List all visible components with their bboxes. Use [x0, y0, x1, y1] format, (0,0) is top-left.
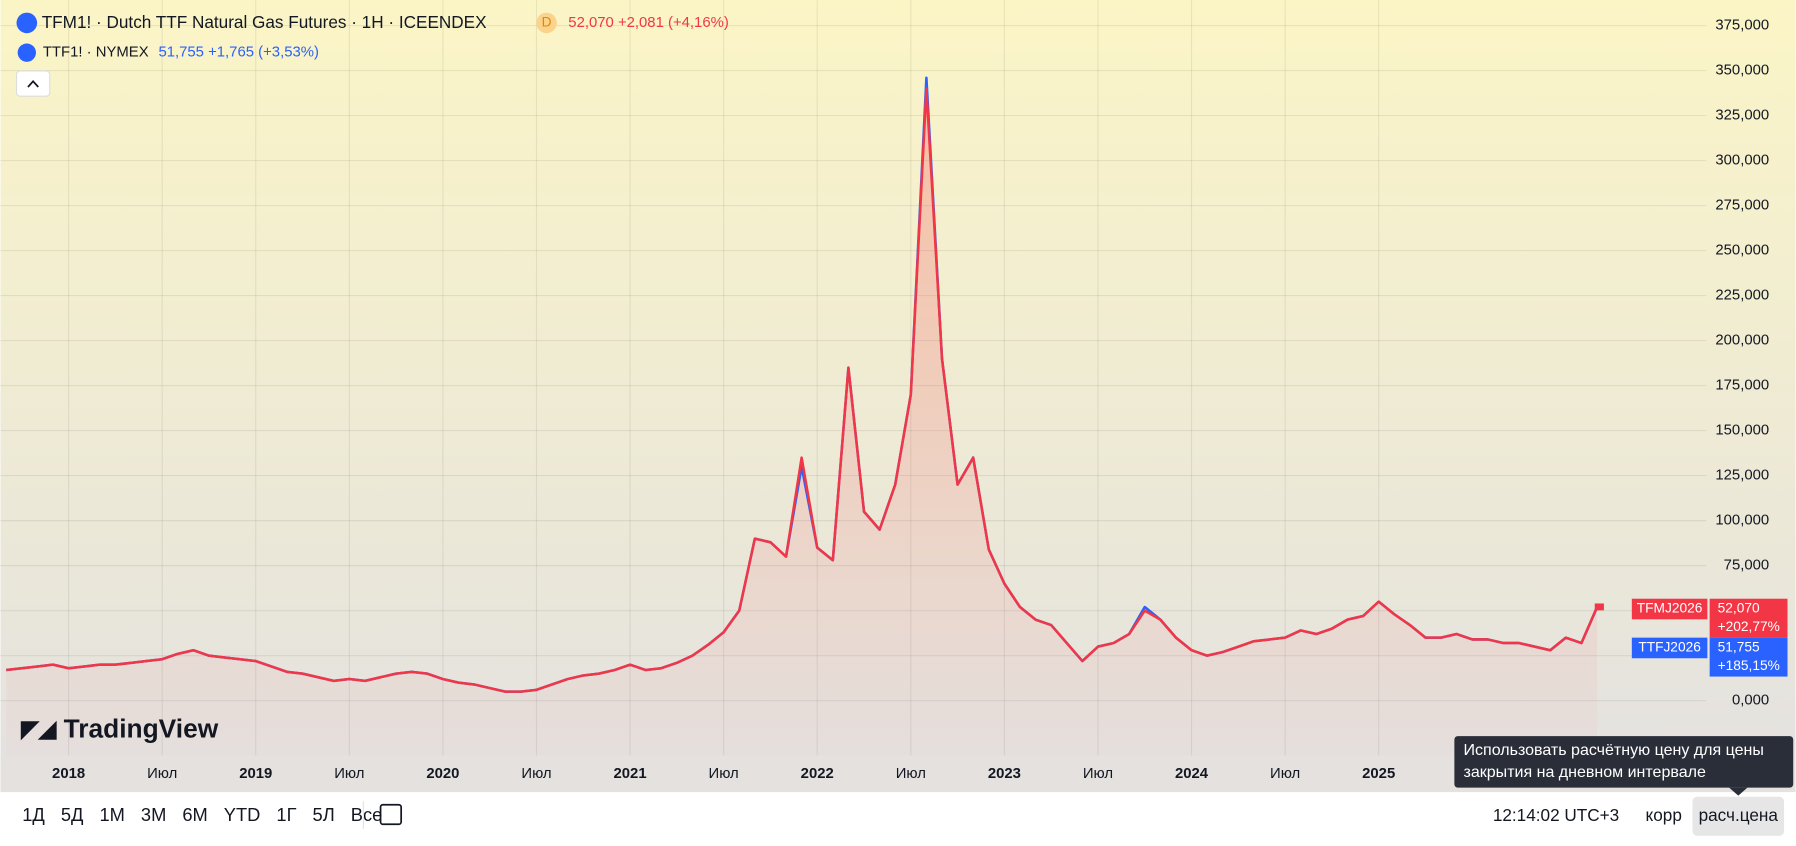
legend-main: TFM1! · Dutch TTF Natural Gas Futures · … — [42, 11, 487, 31]
date-range-icon[interactable] — [379, 803, 403, 826]
x-tick-label: Июл — [709, 766, 739, 782]
adj-button[interactable]: корр — [1646, 805, 1682, 825]
icon — [16, 12, 38, 34]
clock: 12:14:02 UTC+3 — [1493, 805, 1619, 825]
y-tick-label: 225,000 — [1715, 288, 1769, 304]
legend-values: 52,070 +2,081 (+4,16%) — [568, 15, 729, 31]
badge-bg — [536, 12, 557, 34]
y-tick-label: 100,000 — [1715, 513, 1769, 529]
y-tick-label: 75,000 — [1724, 558, 1770, 574]
price-badge-pct: +185,15% — [1718, 658, 1780, 673]
icon — [17, 43, 36, 62]
last: 51,755 — [158, 45, 203, 61]
last: 52,070 — [568, 15, 614, 31]
range-button[interactable]: 3М — [141, 804, 166, 825]
range-button[interactable]: 5Д — [61, 804, 84, 825]
legend-values: 51,755 +1,765 (+3,53%) — [158, 45, 319, 61]
toolbar — [0, 792, 1796, 846]
y-tick-label: 375,000 — [1715, 17, 1769, 33]
watermark-text: TradingView — [64, 713, 219, 743]
x-tick-label: 2020 — [426, 766, 459, 782]
legend-second: TTF1! · NYMEX — [43, 45, 149, 61]
range-button[interactable]: 6М — [182, 804, 207, 825]
settle-button[interactable]: расч.цена — [1699, 805, 1779, 825]
watermark: ◤◢ TradingView — [20, 713, 219, 743]
price-badge-pct: +202,77% — [1718, 619, 1780, 634]
tooltip-arrow — [1729, 787, 1748, 796]
y-tick-label: 175,000 — [1715, 378, 1769, 394]
range-button[interactable]: YTD — [224, 804, 261, 825]
x-tick-label: 2019 — [239, 766, 272, 782]
tooltip — [1454, 736, 1794, 788]
x-tick-label: 2021 — [614, 766, 647, 782]
y-tick-label: 325,000 — [1715, 107, 1769, 123]
collapse-button[interactable] — [15, 70, 51, 97]
name-badge-text: TTFJ2026 — [1638, 640, 1701, 655]
price-badge-last: 52,070 — [1718, 601, 1760, 616]
y-tick-label: 200,000 — [1715, 333, 1769, 349]
pct: (+3,53%) — [258, 45, 319, 61]
x-tick-label: 2023 — [988, 766, 1021, 782]
range-button[interactable]: 1Д — [22, 804, 45, 825]
price-badge — [1709, 637, 1788, 677]
price-badge-last: 51,755 — [1718, 640, 1760, 655]
range-button[interactable]: 1Г — [276, 804, 296, 825]
x-tick-label: 2025 — [1362, 766, 1395, 782]
name-badge-text: TFMJ2026 — [1637, 601, 1703, 616]
last-point — [1594, 603, 1604, 611]
y-tick-label: 125,000 — [1715, 468, 1769, 484]
settle-button-bg[interactable] — [1692, 796, 1785, 836]
name-badge — [1631, 598, 1708, 620]
range-button[interactable]: 1М — [99, 804, 124, 825]
price-badge — [1709, 598, 1788, 638]
tooltip-line: закрытия на дневном интервале — [1464, 763, 1706, 781]
series-line — [6, 87, 1599, 693]
x-tick-label: 2024 — [1175, 766, 1209, 782]
tooltip-line: Использовать расчётную цену для цены — [1464, 741, 1764, 759]
x-tick-label: Июл — [896, 766, 926, 782]
x-tick-label: Июл — [147, 766, 177, 782]
x-tick-label: Июл — [521, 766, 551, 782]
pct: (+4,16%) — [668, 15, 729, 31]
x-tick-label: Июл — [1270, 766, 1300, 782]
y-tick-label: 300,000 — [1715, 152, 1769, 168]
area — [6, 88, 1598, 756]
change: +2,081 — [618, 15, 664, 31]
y-tick-label: 350,000 — [1715, 62, 1769, 78]
symbol: TFM1! · Dutch TTF Natural Gas Futures · … — [42, 11, 487, 31]
range-button[interactable]: Все — [351, 804, 383, 825]
y-tick-label: 0,000 — [1732, 693, 1769, 709]
collapse-icon — [27, 79, 39, 88]
y-tick-label: 275,000 — [1715, 197, 1769, 213]
badge: D — [542, 15, 552, 30]
y-tick-label: 250,000 — [1715, 243, 1769, 259]
change: +1,765 — [208, 45, 254, 61]
x-tick-label: Июл — [1083, 766, 1113, 782]
x-tick-label: 2018 — [52, 766, 85, 782]
x-tick-label: Июл — [334, 766, 364, 782]
x-tick-label: 2022 — [801, 766, 834, 782]
name-badge — [1631, 637, 1708, 659]
y-tick-label: 150,000 — [1715, 423, 1769, 439]
range-button[interactable]: 5Л — [313, 804, 335, 825]
range-buttons: 1Д 5Д 1М 3М 6М YTD 1Г 5Л Все — [22, 804, 382, 825]
